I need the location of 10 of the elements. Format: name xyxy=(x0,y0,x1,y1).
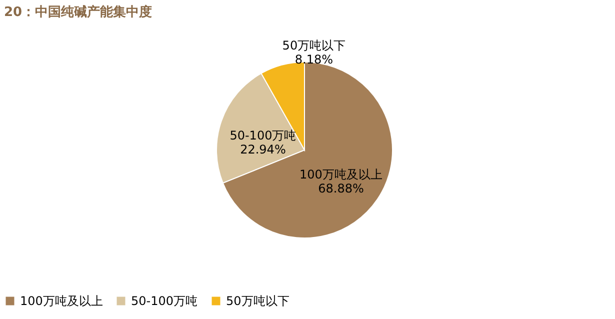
chart-title: 20：中国纯碱产能集中度 xyxy=(4,4,152,20)
slice-label: 50万吨以下 xyxy=(282,38,346,53)
legend-label: 50-100万吨 xyxy=(131,294,198,308)
slice-label: 100万吨及以上 xyxy=(300,168,382,182)
legend-label: 100万吨及以上 xyxy=(20,294,103,308)
slice-label: 50-100万吨 xyxy=(230,128,296,142)
data-label: 68.88% xyxy=(318,182,364,196)
legend-label: 50万吨以下 xyxy=(226,294,290,308)
data-label: 22.94% xyxy=(240,142,286,156)
data-label: 8.18% xyxy=(294,52,334,67)
